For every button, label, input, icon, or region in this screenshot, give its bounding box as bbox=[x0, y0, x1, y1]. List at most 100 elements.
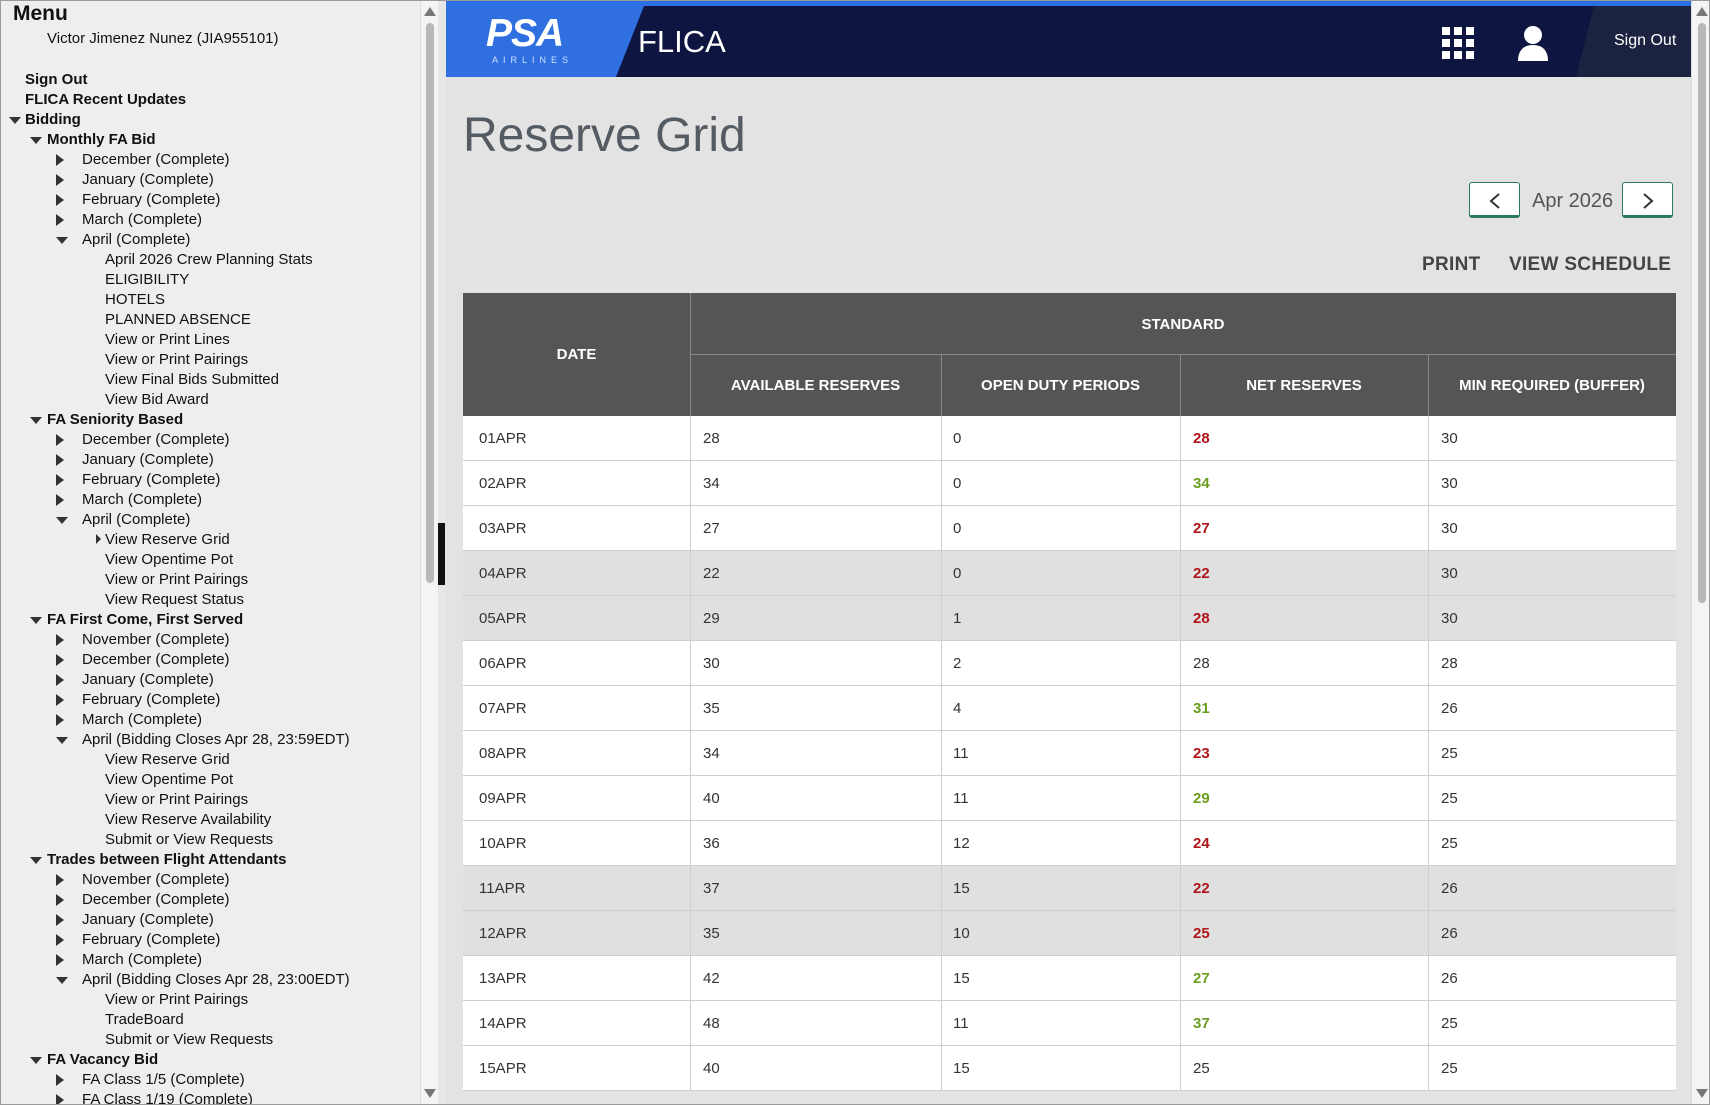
menu-item[interactable]: April (Bidding Closes Apr 28, 23:59EDT) bbox=[82, 731, 350, 748]
caret-right-icon[interactable] bbox=[56, 954, 64, 966]
grid-icon[interactable] bbox=[1442, 27, 1475, 60]
menu-item[interactable]: November (Complete) bbox=[82, 631, 230, 648]
caret-right-icon[interactable] bbox=[56, 714, 64, 726]
menu-item[interactable]: FA First Come, First Served bbox=[47, 611, 244, 628]
menu-item[interactable]: April (Bidding Closes Apr 28, 23:00EDT) bbox=[82, 971, 350, 988]
prev-month-button[interactable] bbox=[1469, 182, 1520, 218]
menu-item[interactable]: PLANNED ABSENCE bbox=[105, 311, 251, 328]
caret-right-icon[interactable] bbox=[56, 634, 64, 646]
caret-right-icon[interactable] bbox=[56, 934, 64, 946]
menu-item[interactable]: Trades between Flight Attendants bbox=[47, 851, 287, 868]
menu-item[interactable]: View or Print Pairings bbox=[105, 351, 249, 368]
caret-right-icon[interactable] bbox=[56, 694, 64, 706]
menu-item[interactable]: FLICA Recent Updates bbox=[25, 91, 187, 108]
scroll-up-arrow-icon[interactable] bbox=[424, 7, 436, 16]
menu-item[interactable]: View Opentime Pot bbox=[105, 551, 234, 568]
splitter-handle[interactable] bbox=[438, 523, 445, 585]
caret-down-icon[interactable] bbox=[56, 517, 68, 524]
menu-item[interactable]: FA Class 1/19 (Complete) bbox=[82, 1091, 253, 1105]
scroll-up-arrow-icon[interactable] bbox=[1696, 7, 1708, 16]
caret-right-icon[interactable] bbox=[56, 1074, 64, 1086]
caret-right-icon[interactable] bbox=[56, 674, 64, 686]
caret-right-icon[interactable] bbox=[56, 154, 64, 166]
main-scrollbar-thumb[interactable] bbox=[1698, 23, 1706, 603]
caret-right-icon[interactable] bbox=[56, 914, 64, 926]
caret-right-icon[interactable] bbox=[56, 494, 64, 506]
menu-item[interactable]: April (Complete) bbox=[82, 231, 191, 248]
scroll-down-arrow-icon[interactable] bbox=[1696, 1089, 1708, 1098]
menu-item[interactable]: View Request Status bbox=[105, 591, 244, 608]
menu-item[interactable]: April (Complete) bbox=[82, 511, 191, 528]
menu-item[interactable]: January (Complete) bbox=[82, 171, 214, 188]
caret-right-icon[interactable] bbox=[56, 174, 64, 186]
print-button[interactable]: PRINT bbox=[1422, 254, 1481, 275]
caret-right-icon[interactable] bbox=[56, 654, 64, 666]
caret-right-icon[interactable] bbox=[56, 1094, 64, 1104]
menu-item[interactable]: TradeBoard bbox=[105, 1011, 184, 1028]
sign-out-button[interactable]: Sign Out bbox=[1614, 32, 1677, 49]
menu-item[interactable]: February (Complete) bbox=[82, 191, 221, 208]
menu-item[interactable]: November (Complete) bbox=[82, 871, 230, 888]
caret-down-icon[interactable] bbox=[56, 977, 68, 984]
menu-item[interactable]: View or Print Pairings bbox=[105, 571, 249, 588]
menu-item[interactable]: December (Complete) bbox=[82, 891, 230, 908]
menu-item[interactable]: View or Print Pairings bbox=[105, 791, 249, 808]
menu-item[interactable]: Submit or View Requests bbox=[105, 831, 274, 848]
row-divider bbox=[1428, 506, 1429, 551]
menu-item[interactable]: View or Print Pairings bbox=[105, 991, 249, 1008]
menu-item[interactable]: View Reserve Availability bbox=[105, 811, 272, 828]
next-month-button[interactable] bbox=[1622, 182, 1673, 218]
caret-right-icon[interactable] bbox=[56, 194, 64, 206]
main-scrollbar[interactable] bbox=[1691, 1, 1709, 1104]
menu-item[interactable]: View Opentime Pot bbox=[105, 771, 234, 788]
menu-item[interactable]: January (Complete) bbox=[82, 671, 214, 688]
caret-right-icon[interactable] bbox=[56, 874, 64, 886]
menu-item[interactable]: March (Complete) bbox=[82, 211, 203, 228]
menu-item[interactable]: HOTELS bbox=[105, 291, 166, 308]
menu-item[interactable]: January (Complete) bbox=[82, 911, 214, 928]
menu-item[interactable]: View Bid Award bbox=[105, 391, 209, 408]
menu-item[interactable]: View Final Bids Submitted bbox=[105, 371, 279, 388]
caret-down-icon[interactable] bbox=[30, 1057, 42, 1064]
menu-item[interactable]: ELIGIBILITY bbox=[105, 271, 190, 288]
scroll-down-arrow-icon[interactable] bbox=[424, 1089, 436, 1098]
menu-item[interactable]: View Reserve Grid bbox=[105, 531, 230, 548]
caret-down-icon[interactable] bbox=[30, 617, 42, 624]
menu-scrollbar-thumb[interactable] bbox=[426, 23, 434, 583]
caret-down-icon[interactable] bbox=[30, 857, 42, 864]
menu-scrollbar[interactable] bbox=[420, 1, 438, 1104]
menu-item[interactable]: March (Complete) bbox=[82, 951, 203, 968]
menu-item[interactable]: April 2026 Crew Planning Stats bbox=[105, 251, 313, 268]
caret-down-icon[interactable] bbox=[56, 237, 68, 244]
menu-item[interactable]: Monthly FA Bid bbox=[47, 131, 156, 148]
menu-item[interactable]: Submit or View Requests bbox=[105, 1031, 274, 1048]
caret-right-icon[interactable] bbox=[56, 214, 64, 226]
menu-item[interactable]: View or Print Lines bbox=[105, 331, 230, 348]
caret-down-icon[interactable] bbox=[30, 417, 42, 424]
menu-item[interactable]: February (Complete) bbox=[82, 471, 221, 488]
view-schedule-button[interactable]: VIEW SCHEDULE bbox=[1509, 254, 1672, 275]
menu-item[interactable]: FA Class 1/5 (Complete) bbox=[82, 1071, 245, 1088]
menu-item[interactable]: View Reserve Grid bbox=[105, 751, 230, 768]
menu-item[interactable]: February (Complete) bbox=[82, 931, 221, 948]
caret-down-icon[interactable] bbox=[30, 137, 42, 144]
caret-right-icon[interactable] bbox=[96, 534, 101, 544]
user-icon[interactable] bbox=[1516, 25, 1550, 61]
menu-item[interactable]: FA Seniority Based bbox=[47, 411, 184, 428]
menu-item[interactable]: Bidding bbox=[25, 111, 81, 128]
menu-item[interactable]: December (Complete) bbox=[82, 151, 230, 168]
menu-item[interactable]: March (Complete) bbox=[82, 711, 203, 728]
menu-item[interactable]: February (Complete) bbox=[82, 691, 221, 708]
menu-item[interactable]: December (Complete) bbox=[82, 431, 230, 448]
menu-item[interactable]: January (Complete) bbox=[82, 451, 214, 468]
menu-item[interactable]: FA Vacancy Bid bbox=[47, 1051, 159, 1068]
menu-item[interactable]: March (Complete) bbox=[82, 491, 203, 508]
caret-right-icon[interactable] bbox=[56, 434, 64, 446]
caret-right-icon[interactable] bbox=[56, 474, 64, 486]
menu-item[interactable]: Sign Out bbox=[25, 71, 88, 88]
menu-item[interactable]: December (Complete) bbox=[82, 651, 230, 668]
caret-down-icon[interactable] bbox=[9, 117, 21, 124]
caret-right-icon[interactable] bbox=[56, 454, 64, 466]
caret-right-icon[interactable] bbox=[56, 894, 64, 906]
caret-down-icon[interactable] bbox=[56, 737, 68, 744]
